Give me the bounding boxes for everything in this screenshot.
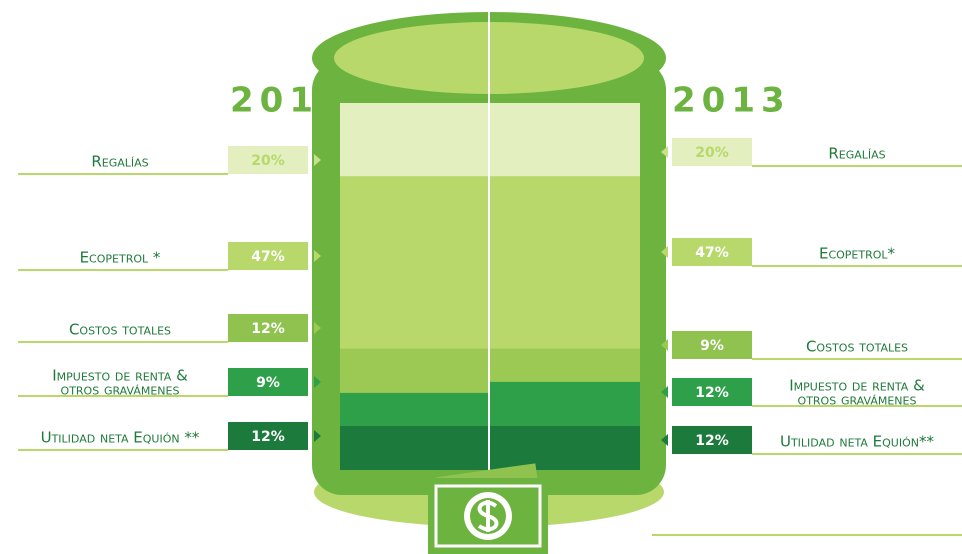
category-label: Impuesto de renta &: [52, 367, 188, 385]
segment: [340, 348, 489, 393]
category-label: Regalías: [828, 145, 885, 163]
category-label: otros gravámenes: [798, 391, 917, 409]
arrow: [314, 430, 321, 442]
value-label: 47%: [695, 245, 729, 261]
segment: [340, 176, 489, 349]
category-label: otros gravámenes: [61, 381, 180, 399]
value-box: [228, 146, 308, 174]
value-box: [672, 238, 752, 266]
value-box: [228, 422, 308, 450]
arrow: [314, 322, 321, 334]
value-label: 12%: [251, 429, 285, 445]
value-label: 12%: [695, 433, 729, 449]
category-label: Costos totales: [69, 321, 171, 339]
category-label: Ecopetrol *: [80, 249, 161, 267]
money-icon: [428, 463, 548, 554]
value-label: 9%: [256, 375, 280, 391]
year-label: 2012: [230, 81, 349, 121]
value-label: 12%: [251, 321, 285, 337]
segment: [340, 103, 489, 177]
segment: [489, 176, 640, 349]
value-box: [672, 426, 752, 454]
arrow: [661, 434, 668, 446]
segment: [489, 425, 640, 470]
value-label: 20%: [251, 153, 285, 169]
segment: [489, 348, 640, 382]
category-label: Utilidad neta Equión **: [41, 429, 200, 447]
arrow: [661, 386, 668, 398]
value-box: [672, 331, 752, 359]
arrow: [314, 154, 321, 166]
segment: [489, 381, 640, 426]
arrow: [661, 246, 668, 258]
value-box: [672, 138, 752, 166]
segment: [489, 103, 640, 177]
category-label: Utilidad neta Equión**: [780, 433, 935, 451]
year-label: 2013: [672, 81, 791, 121]
value-box: [228, 368, 308, 396]
arrow: [661, 339, 668, 351]
category-label: Regalías: [91, 153, 148, 171]
value-label: 47%: [251, 249, 285, 265]
arrow: [661, 146, 668, 158]
value-label: 9%: [700, 338, 724, 354]
category-label: Costos totales: [806, 338, 908, 356]
arrow: [314, 250, 321, 262]
category-label: Ecopetrol*: [819, 245, 896, 263]
segment: [340, 392, 489, 426]
value-label: 12%: [695, 385, 729, 401]
category-label: Impuesto de renta &: [789, 377, 925, 395]
value-box: [672, 378, 752, 406]
value-label: 20%: [695, 145, 729, 161]
value-box: [228, 242, 308, 270]
value-box: [228, 314, 308, 342]
arrow: [314, 376, 321, 388]
segment: [340, 425, 489, 470]
